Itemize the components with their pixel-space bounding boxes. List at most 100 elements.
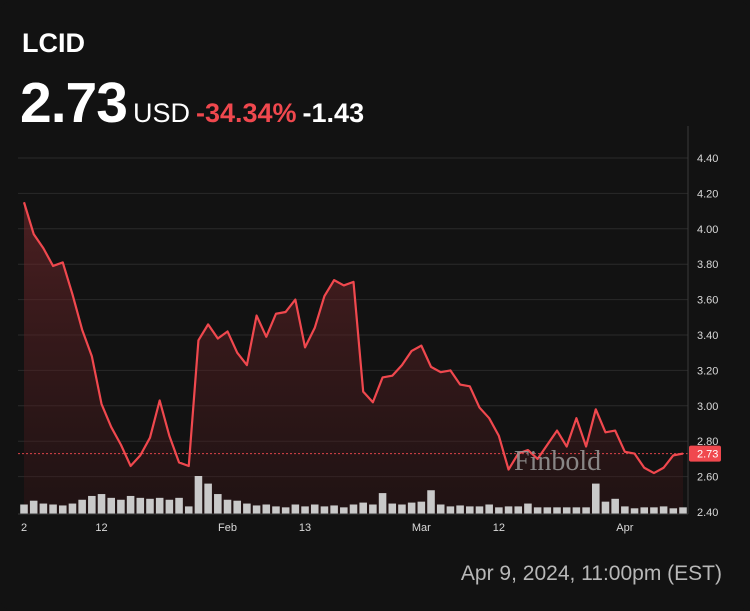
volume-bar	[310, 504, 319, 514]
absolute-change: -1.43	[302, 98, 365, 128]
volume-bar	[194, 476, 203, 514]
x-tick-label: 13	[299, 522, 311, 534]
volume-bar	[136, 497, 145, 514]
volume-bar	[272, 506, 280, 514]
y-tick-label: 3.00	[697, 401, 718, 413]
price-line	[22, 201, 684, 475]
volume-bar	[475, 506, 484, 514]
volume-bar	[524, 503, 532, 514]
y-tick-label: 3.60	[697, 295, 718, 307]
volume-bar	[155, 497, 164, 514]
price-row: 2.73 USD -34.34% -1.43	[20, 70, 365, 135]
volume-bar	[562, 507, 571, 514]
volume-bar	[369, 504, 377, 514]
volume-bar	[533, 507, 542, 514]
volume-bar	[68, 503, 77, 514]
volume-bar	[553, 507, 561, 514]
volume-bar	[669, 508, 678, 514]
volume-bar	[582, 507, 590, 514]
x-tick-label: Apr	[616, 522, 633, 534]
volume-bar	[29, 500, 38, 514]
volume-bar	[572, 507, 581, 514]
volume-bar	[359, 502, 367, 514]
volume-bar	[78, 499, 86, 514]
volume-bar	[233, 500, 241, 514]
x-tick-label: Feb	[218, 522, 237, 534]
volume-bar	[466, 506, 474, 514]
y-tick-label: 3.80	[697, 259, 718, 271]
volume-bar	[97, 494, 106, 514]
volume-bar	[407, 502, 416, 514]
current-price: 2.73	[20, 71, 128, 135]
volume-bar	[88, 495, 96, 514]
volume-bar	[388, 503, 397, 514]
y-tick-label: 3.20	[697, 365, 718, 377]
volume-bar	[436, 504, 445, 514]
volume-bar	[262, 504, 271, 514]
volume-bar	[39, 503, 48, 514]
volume-bar	[214, 494, 222, 514]
volume-bar	[301, 506, 309, 514]
volume-bar	[349, 504, 358, 514]
volume-bar	[485, 504, 493, 514]
last-price-label: 2.73	[697, 449, 718, 461]
y-tick-label: 4.20	[697, 188, 718, 200]
volume-bar	[650, 507, 658, 514]
price-area	[24, 202, 683, 514]
volume-bar	[291, 504, 300, 514]
volume-bar	[640, 507, 649, 514]
volume-bar	[630, 508, 639, 514]
x-tick-label: 2	[21, 522, 27, 534]
volume-bar	[398, 504, 406, 514]
y-tick-label: 4.00	[697, 224, 718, 236]
volume-bar	[611, 498, 619, 514]
volume-bar	[417, 501, 426, 514]
volume-bar	[281, 507, 290, 514]
volume-bar	[117, 499, 125, 514]
volume-bar	[204, 483, 212, 514]
volume-bar	[146, 498, 154, 514]
volume-bar	[340, 507, 348, 514]
volume-bar	[495, 507, 503, 514]
volume-bar	[679, 507, 687, 514]
percent-change: -34.34%	[195, 98, 297, 128]
volume-bar	[243, 503, 251, 514]
y-tick-label: 2.40	[697, 507, 718, 519]
volume-bar	[58, 505, 67, 514]
volume-bar	[591, 483, 600, 514]
volume-bar	[252, 505, 261, 514]
volume-bar	[378, 493, 387, 514]
volume-bar	[320, 506, 329, 514]
volume-bar	[126, 495, 135, 514]
volume-bar	[184, 506, 193, 514]
volume-bar	[427, 490, 435, 514]
volume-bar	[223, 499, 232, 514]
x-tick-label: 12	[493, 522, 505, 534]
volume-bar	[514, 506, 523, 514]
last-price-badge	[689, 445, 721, 462]
volume-bar	[330, 505, 338, 514]
volume-bar	[601, 501, 610, 514]
y-tick-label: 2.80	[697, 436, 718, 448]
volume-bar	[543, 507, 552, 514]
x-tick-label: Mar	[412, 522, 431, 534]
volume-bar	[107, 497, 116, 514]
finbold-watermark: Finbold	[514, 446, 601, 477]
volume-bar	[504, 506, 513, 514]
volume-bar	[456, 505, 464, 514]
volume-bar	[175, 497, 183, 514]
y-tick-label: 2.60	[697, 472, 718, 484]
y-tick-label: 3.40	[697, 330, 718, 342]
currency-label: USD	[132, 98, 190, 128]
volume-bar	[49, 504, 57, 514]
volume-bar	[446, 506, 455, 514]
x-tick-label: 12	[95, 522, 107, 534]
ticker-symbol: LCID	[22, 28, 85, 58]
volume-bar	[659, 506, 668, 514]
y-tick-label: 4.40	[697, 153, 718, 165]
volume-bar	[20, 504, 28, 514]
volume-bar	[621, 506, 629, 514]
timestamp: Apr 9, 2024, 11:00pm (EST)	[460, 562, 722, 585]
